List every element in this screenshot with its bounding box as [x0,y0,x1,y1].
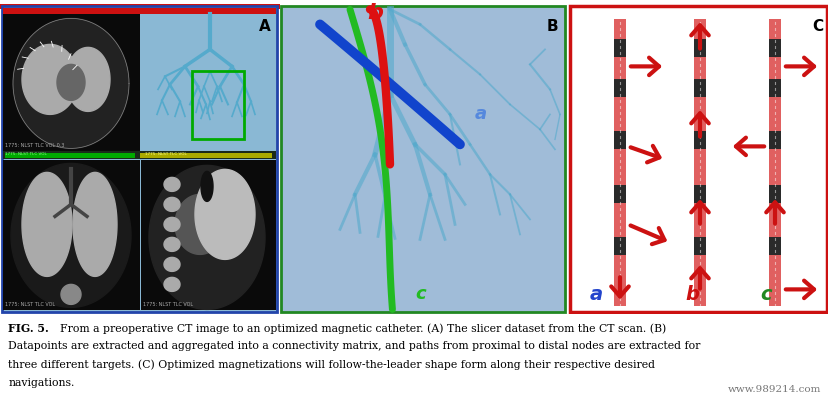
Bar [768,185,780,203]
Bar [768,79,780,97]
Bar [614,131,625,148]
Polygon shape [164,277,180,291]
Bar [3,8,276,14]
Bar [768,237,780,255]
Bar [3,14,140,151]
Polygon shape [13,18,129,148]
Polygon shape [73,172,117,276]
Text: navigations.: navigations. [8,378,75,388]
Text: C: C [811,19,822,34]
Text: a: a [474,105,487,124]
Bar [5,153,135,158]
Bar [614,39,625,57]
Polygon shape [66,48,110,111]
Polygon shape [164,257,180,271]
Text: A: A [259,19,271,34]
Text: b: b [684,286,698,305]
Bar [693,19,705,307]
Bar [192,71,243,139]
Polygon shape [195,169,255,259]
Bar [140,153,272,158]
Bar [768,39,780,57]
Bar [768,131,780,148]
Polygon shape [175,194,224,254]
Text: Datapoints are extracted and aggregated into a connectivity matrix, and paths fr: Datapoints are extracted and aggregated … [8,341,700,351]
Text: c: c [759,286,771,305]
Bar [614,237,625,255]
Polygon shape [11,164,131,307]
Text: 1775: NLST TLC VOL: 1775: NLST TLC VOL [5,303,55,307]
Text: From a preoperative CT image to an optimized magnetic catheter. (A) The slicer d: From a preoperative CT image to an optim… [60,323,666,334]
Text: b: b [367,4,383,23]
Polygon shape [200,171,213,202]
Bar [614,185,625,203]
Bar [693,39,705,57]
Text: FIG. 5.: FIG. 5. [8,323,49,334]
Polygon shape [164,197,180,211]
Polygon shape [149,166,265,309]
Polygon shape [57,65,85,101]
Text: B: B [546,19,557,34]
Text: 1775: NLST TLC VOL: 1775: NLST TLC VOL [142,303,193,307]
Bar [141,160,276,310]
Text: three different targets. (C) Optimized magnetizations will follow-the-leader sha: three different targets. (C) Optimized m… [8,360,654,370]
Bar [614,19,625,307]
Bar [693,79,705,97]
Bar [2,6,277,312]
Text: 1775: NLST TLC VOL: 1775: NLST TLC VOL [5,152,46,156]
Text: 1775: NLST TLC VOL 0.3: 1775: NLST TLC VOL 0.3 [5,143,65,148]
Bar [3,160,140,310]
Bar [570,6,826,312]
Polygon shape [164,177,180,191]
Bar [141,14,276,151]
Bar [0,4,280,10]
Bar [3,151,276,159]
Polygon shape [22,44,78,114]
Text: 1775: NLST TLC VOL: 1775: NLST TLC VOL [145,152,186,156]
Bar [693,131,705,148]
Bar [693,185,705,203]
Polygon shape [164,237,180,251]
Text: c: c [415,286,425,303]
Polygon shape [61,284,81,305]
Text: www.989214.com: www.989214.com [726,385,820,394]
Polygon shape [22,172,72,276]
Bar [281,6,565,312]
Text: a: a [590,286,603,305]
Bar [768,19,780,307]
Bar [614,79,625,97]
Polygon shape [164,217,180,231]
Bar [693,237,705,255]
